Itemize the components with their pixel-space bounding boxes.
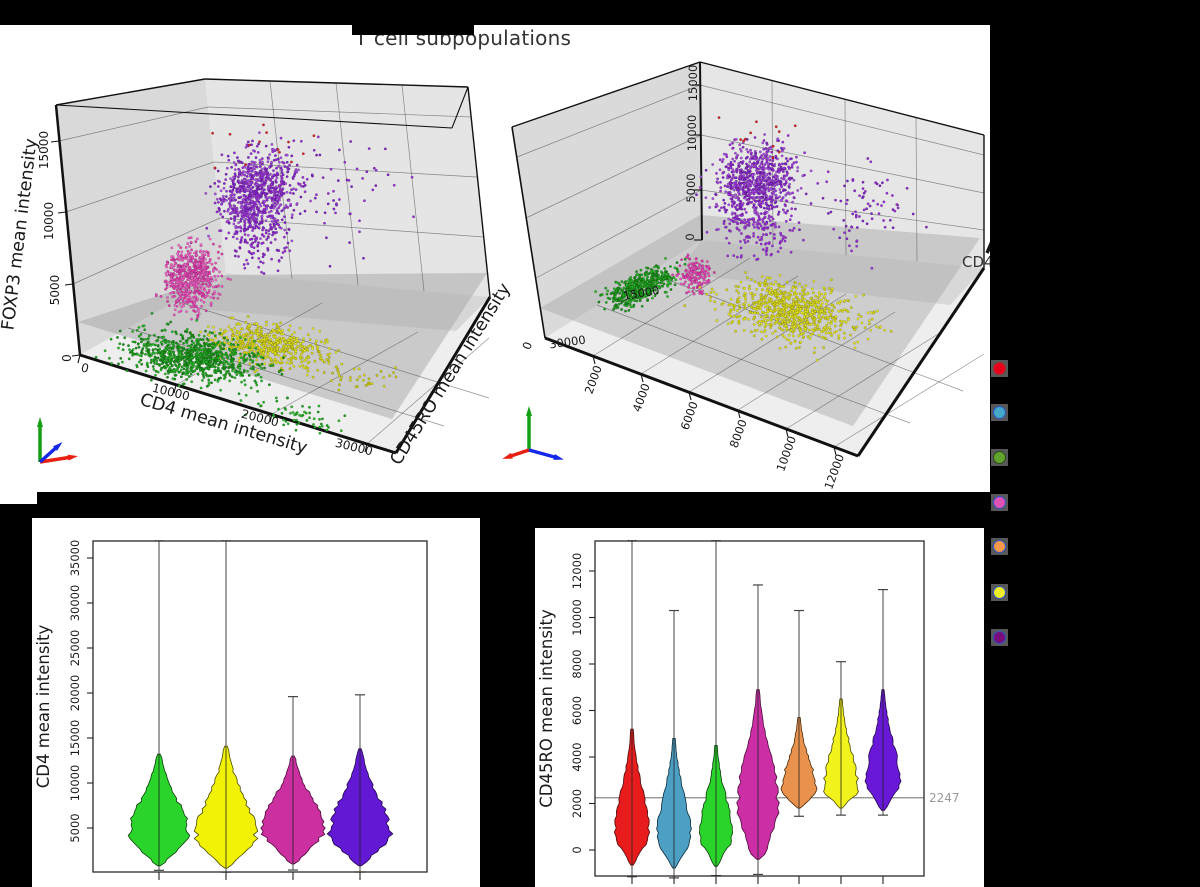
population-teal-icon — [993, 406, 1006, 419]
population-red-icon — [993, 362, 1006, 375]
svg-text:FOXP3 mean intensity: FOXP3 mean intensity — [0, 137, 42, 331]
legend-swatch-population-red[interactable] — [991, 360, 1008, 377]
legend-swatch-population-magenta[interactable] — [991, 494, 1008, 511]
clipped-label-fragment: CD4 — [962, 253, 990, 271]
cd45ro-violin-window: 0 2000 4000 6000 8000 10000 12000 CD45RO mean i… — [535, 528, 984, 887]
redaction-box — [352, 25, 474, 35]
clipped-glyph-fragment — [985, 241, 990, 254]
population-orange-icon — [993, 540, 1006, 553]
legend-swatch-population-orange[interactable] — [991, 538, 1008, 555]
population-purple-icon — [993, 631, 1006, 644]
legend-swatch-population-green[interactable] — [991, 449, 1008, 466]
svg-text:5000: 5000 — [48, 275, 62, 306]
legend-swatch-population-teal[interactable] — [991, 404, 1008, 421]
population-magenta-icon — [993, 496, 1006, 509]
svg-text:10000: 10000 — [42, 202, 56, 240]
panel-fragment — [0, 492, 37, 504]
svg-text:0: 0 — [60, 354, 74, 362]
svg-text:0: 0 — [80, 360, 91, 375]
cd4-violin-window: 5000 10000 15000 20000 25000 30000 35000 CD4 me… — [32, 518, 480, 887]
legend-swatch-population-purple[interactable] — [991, 629, 1008, 646]
scatter3d-window: T cell subpopulations 0 10000 20000 30000 0 5… — [0, 25, 990, 492]
population-yellow-icon — [993, 586, 1006, 599]
population-green-icon — [993, 451, 1006, 464]
legend-swatch-population-yellow[interactable] — [991, 584, 1008, 601]
